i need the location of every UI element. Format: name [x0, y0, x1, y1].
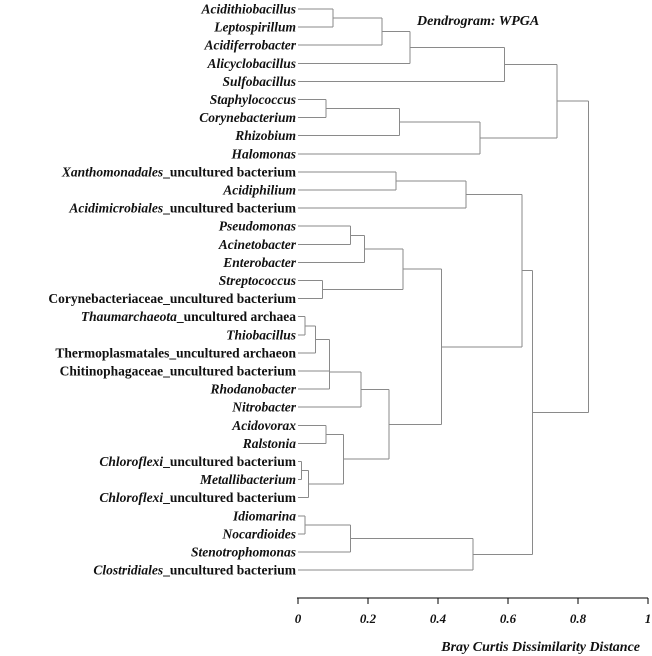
leaf-label: Rhodanobacter [209, 382, 296, 397]
leaf-label-part: Thaumarchaeota [81, 309, 177, 324]
leaf-label: Corynebacteriaceae_uncultured bacterium [48, 291, 296, 306]
x-axis-tick-label: 0 [295, 611, 302, 626]
dendrogram-branches [298, 8, 589, 571]
x-axis-tick-label: 0.2 [360, 611, 377, 626]
leaf-label-part: Corynebacterium [199, 110, 296, 125]
leaf-label-part: Acidiphilium [222, 183, 296, 198]
leaf-label-part: Alicyclobacillus [207, 56, 297, 71]
leaf-label-part: Acidiferrobacter [204, 38, 297, 53]
leaf-label-part: Staphylococcus [210, 92, 296, 107]
leaf-label-part: Halomonas [230, 146, 296, 161]
leaf-label: Nitrobacter [231, 400, 296, 415]
leaf-label-part: Metallibacterium [199, 472, 296, 487]
leaf-label: Enterobacter [222, 255, 296, 270]
x-axis-tick-label: 0.6 [500, 611, 517, 626]
leaf-label: Staphylococcus [210, 92, 296, 107]
leaf-label-part: Xanthomonadales [61, 164, 163, 179]
leaf-label: Xanthomonadales_uncultured bacterium [61, 164, 297, 179]
leaf-label-part: Clostridiales [93, 563, 163, 578]
leaf-label: Alicyclobacillus [207, 56, 297, 71]
leaf-label-part: Acidimicrobiales [68, 201, 163, 216]
leaf-label: Rhizobium [234, 128, 296, 143]
leaf-label-part: Corynebacteriaceae_uncultured bacterium [48, 291, 296, 306]
leaf-label-part: Streptococcus [219, 273, 296, 288]
leaf-label-part: Ralstonia [242, 436, 297, 451]
leaf-label: Leptospirillum [213, 20, 296, 35]
leaf-label: Acinetobacter [218, 237, 297, 252]
x-axis-tick-label: 0.4 [430, 611, 447, 626]
leaf-label: Thaumarchaeota_uncultured archaea [81, 309, 296, 324]
leaf-label: Metallibacterium [199, 472, 296, 487]
leaf-label-part: _uncultured bacterium [162, 164, 297, 179]
leaf-label-part: Acidithiobacillus [200, 2, 296, 17]
leaf-label: Sulfobacillus [222, 74, 296, 89]
leaf-label: Clostridiales_uncultured bacterium [93, 563, 296, 578]
leaf-label-part: Pseudomonas [219, 219, 296, 234]
x-axis-tick-label: 0.8 [570, 611, 587, 626]
leaf-label-part: Nocardioides [222, 526, 297, 541]
leaf-label-part: Acinetobacter [218, 237, 297, 252]
leaf-label: Corynebacterium [199, 110, 296, 125]
leaf-label-part: Leptospirillum [213, 20, 296, 35]
leaf-label-part: Rhizobium [234, 128, 296, 143]
x-axis-label: Bray Curtis Dissimilarity Distance [440, 640, 640, 655]
leaf-label: Chloroflexi_uncultured bacterium [99, 454, 296, 469]
leaf-label: Acidithiobacillus [200, 2, 296, 17]
leaf-label: Idiomarina [232, 508, 296, 523]
leaf-label: Streptococcus [219, 273, 296, 288]
leaf-label: Stenotrophomonas [191, 545, 296, 560]
leaf-label-part: Acidovorax [231, 418, 296, 433]
leaf-label-part: Stenotrophomonas [191, 545, 296, 560]
leaf-label-part: Chloroflexi [99, 454, 163, 469]
leaf-label-part: Chloroflexi [99, 490, 163, 505]
leaf-label: Chitinophagaceae_uncultured bacterium [60, 364, 297, 379]
leaf-label-part: _uncultured bacterium [162, 201, 297, 216]
leaf-label-part: Enterobacter [222, 255, 296, 270]
leaf-label-part: Sulfobacillus [222, 74, 296, 89]
leaf-labels: Acidithiobacillus Leptospirillum Acidiferr… [48, 2, 296, 578]
leaf-label: Pseudomonas [219, 219, 296, 234]
x-axis: 0 0.2 0.4 0.6 0.8 1 [295, 597, 652, 626]
leaf-label-part: Thermoplasmatales_uncultured archaeon [55, 345, 296, 360]
leaf-label-part: Nitrobacter [231, 400, 296, 415]
leaf-label: Acidovorax [231, 418, 296, 433]
leaf-label-part: Thiobacillus [226, 327, 296, 342]
chart-title: Dendrogram: WPGA [416, 14, 539, 29]
leaf-label: Halomonas [230, 146, 296, 161]
leaf-label-part: _uncultured bacterium [162, 490, 297, 505]
leaf-label-part: _uncultured bacterium [162, 454, 297, 469]
leaf-label-part: Idiomarina [232, 508, 296, 523]
leaf-label-part: Chitinophagaceae_uncultured bacterium [60, 364, 297, 379]
leaf-label: Thiobacillus [226, 327, 296, 342]
x-axis-tick-label: 1 [645, 611, 652, 626]
leaf-label-part: Rhodanobacter [209, 382, 296, 397]
leaf-label-part: _uncultured archaea [176, 309, 296, 324]
leaf-label: Nocardioides [222, 526, 297, 541]
leaf-label: Acidiferrobacter [204, 38, 297, 53]
leaf-label: Thermoplasmatales_uncultured archaeon [55, 345, 296, 360]
leaf-label: Acidimicrobiales_uncultured bacterium [68, 201, 296, 216]
leaf-label: Ralstonia [242, 436, 297, 451]
leaf-label: Chloroflexi_uncultured bacterium [99, 490, 296, 505]
leaf-label: Acidiphilium [222, 183, 296, 198]
leaf-label-part: _uncultured bacterium [162, 563, 297, 578]
